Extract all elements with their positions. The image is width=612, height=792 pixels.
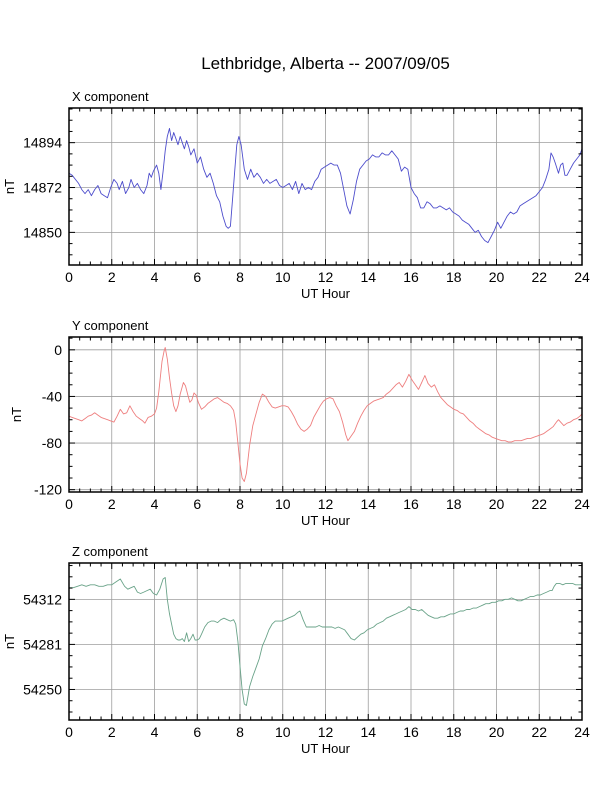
- y-component-xtick-label: 18: [446, 496, 462, 512]
- z-component-xtick-label: 18: [446, 724, 462, 740]
- y-component-xtick-label: 24: [574, 496, 590, 512]
- y-component-xtick-label: 10: [275, 496, 291, 512]
- x-component-yaxis-label: nT: [2, 179, 17, 194]
- x-component-xtick-label: 8: [236, 269, 244, 285]
- y-component-xtick-label: 8: [236, 496, 244, 512]
- z-component-xtick-label: 22: [531, 724, 547, 740]
- y-component-xtick-label: 2: [108, 496, 116, 512]
- x-component-xaxis-label: UT Hour: [301, 286, 351, 301]
- z-component-yaxis-label: nT: [2, 634, 17, 649]
- z-component-ytick-label: 54312: [23, 591, 62, 607]
- y-component-ytick-label: -120: [34, 482, 62, 498]
- y-component-xtick-label: 22: [531, 496, 547, 512]
- x-component-label: X component: [72, 89, 149, 104]
- z-component-xtick-label: 20: [489, 724, 505, 740]
- x-component-xtick-label: 14: [360, 269, 376, 285]
- y-component-xtick-label: 20: [489, 496, 505, 512]
- z-component-xtick-label: 0: [65, 724, 73, 740]
- y-component-xtick-label: 0: [65, 496, 73, 512]
- z-component-xtick-label: 16: [403, 724, 419, 740]
- y-component-ytick-label: -80: [42, 435, 62, 451]
- y-component-ytick-label: 0: [54, 342, 62, 358]
- z-component-xtick-label: 6: [193, 724, 201, 740]
- z-component-xtick-label: 24: [574, 724, 590, 740]
- y-component-xtick-label: 4: [151, 496, 159, 512]
- z-component-xtick-label: 4: [151, 724, 159, 740]
- x-component-xtick-label: 20: [489, 269, 505, 285]
- x-component-xtick-label: 4: [151, 269, 159, 285]
- x-component-xtick-label: 12: [318, 269, 334, 285]
- y-component-yaxis-label: nT: [9, 407, 24, 422]
- x-component-ytick-label: 14850: [23, 224, 62, 240]
- y-component-label: Y component: [72, 318, 149, 333]
- z-component-ytick-label: 54281: [23, 636, 62, 652]
- x-component-ytick-label: 14872: [23, 180, 62, 196]
- x-component-xtick-label: 16: [403, 269, 419, 285]
- x-component-xtick-label: 0: [65, 269, 73, 285]
- x-component-xtick-label: 2: [108, 269, 116, 285]
- y-component-xtick-label: 6: [193, 496, 201, 512]
- y-component-ytick-label: -40: [42, 388, 62, 404]
- x-component-xtick-label: 24: [574, 269, 590, 285]
- z-component-xtick-label: 8: [236, 724, 244, 740]
- z-component-series-line: [68, 577, 583, 706]
- y-component-xaxis-label: UT Hour: [301, 513, 351, 528]
- x-component-xtick-label: 18: [446, 269, 462, 285]
- y-component-xtick-label: 16: [403, 496, 419, 512]
- x-component-ytick-label: 14894: [23, 135, 62, 151]
- z-component-xtick-label: 14: [360, 724, 376, 740]
- z-component-xtick-label: 10: [275, 724, 291, 740]
- z-component-xtick-label: 2: [108, 724, 116, 740]
- x-component-xtick-label: 6: [193, 269, 201, 285]
- page-title: Lethbridge, Alberta -- 2007/09/05: [201, 54, 450, 73]
- z-component-label: Z component: [72, 544, 148, 559]
- y-component-xtick-label: 12: [318, 496, 334, 512]
- z-component-xaxis-label: UT Hour: [301, 741, 351, 756]
- z-component-xtick-label: 12: [318, 724, 334, 740]
- x-component-xtick-label: 10: [275, 269, 291, 285]
- x-component-xtick-label: 22: [531, 269, 547, 285]
- z-component-ytick-label: 54250: [23, 681, 62, 697]
- x-component-series-line: [68, 127, 583, 244]
- y-component-xtick-label: 14: [360, 496, 376, 512]
- y-component-series-line: [68, 347, 583, 482]
